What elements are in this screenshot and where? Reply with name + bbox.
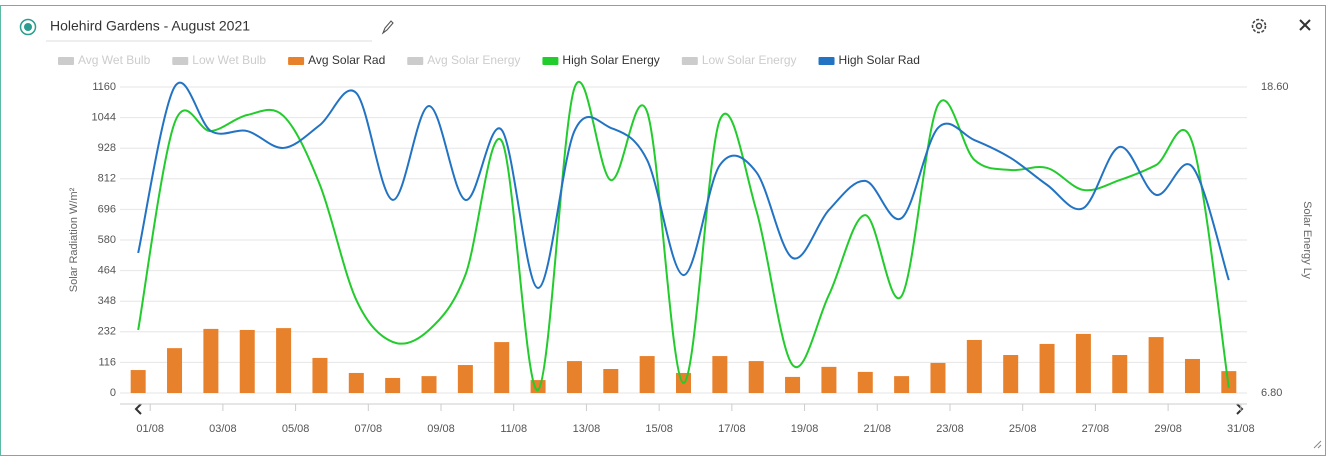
legend-item[interactable]: Avg Wet Bulb <box>78 53 151 67</box>
y-tick-label: 116 <box>98 356 116 368</box>
bar <box>276 328 292 393</box>
bar <box>457 365 473 393</box>
legend-item[interactable]: Avg Solar Rad <box>308 53 385 67</box>
bar <box>494 342 510 393</box>
legend-item[interactable]: Low Wet Bulb <box>192 53 266 67</box>
y-tick-label: 696 <box>98 203 116 215</box>
y-tick-label: 1160 <box>92 81 116 93</box>
bar <box>966 339 982 393</box>
bar <box>1075 333 1091 393</box>
line <box>137 80 1230 391</box>
bar <box>1003 355 1019 393</box>
legend-swatch <box>172 57 189 65</box>
legend-swatch <box>681 57 698 65</box>
bar <box>566 361 582 393</box>
bar <box>748 361 764 393</box>
bar <box>385 377 401 393</box>
x-tick-label: 13/08 <box>573 423 601 435</box>
bar <box>821 366 837 393</box>
x-tick-label: 19/08 <box>791 423 819 435</box>
widget-title[interactable]: Holehird Gardens - August 2021 <box>50 18 250 34</box>
bar <box>1148 337 1164 393</box>
y-tick-label: 232 <box>98 326 116 338</box>
legend-item[interactable]: Low Solar Energy <box>702 53 797 67</box>
bar <box>239 329 255 393</box>
x-tick-label: 01/08 <box>136 423 164 435</box>
bar <box>421 376 437 393</box>
x-tick-label: 07/08 <box>355 423 383 435</box>
bar <box>894 376 910 393</box>
bar <box>603 368 619 393</box>
y-tick-label: 0 <box>110 387 116 399</box>
y-tick-label: 464 <box>98 265 116 277</box>
bar <box>130 370 146 393</box>
y2-axis-title: Solar Energy Ly <box>1301 201 1313 279</box>
bar <box>1184 358 1200 393</box>
legend-swatch <box>542 57 559 65</box>
y2-tick-label: 18.60 <box>1261 81 1289 93</box>
close-icon[interactable] <box>1299 19 1311 31</box>
x-tick-label: 21/08 <box>864 423 892 435</box>
scroll-left[interactable] <box>134 403 142 415</box>
y-axis-title: Solar Radiation W/m² <box>68 187 80 292</box>
legend-swatch <box>58 57 74 65</box>
legend-item[interactable]: Avg Solar Energy <box>427 53 520 67</box>
x-tick-label: 17/08 <box>718 423 746 435</box>
legend-swatch <box>288 57 305 65</box>
y-tick-label: 812 <box>98 173 116 185</box>
bar <box>785 376 801 393</box>
x-tick-label: 05/08 <box>282 423 310 435</box>
legend-swatch <box>818 57 835 65</box>
x-tick-label: 11/08 <box>500 423 527 435</box>
y-tick-label: 348 <box>98 295 116 307</box>
bar <box>857 371 873 393</box>
edit-icon[interactable] <box>381 20 394 35</box>
legend-swatch <box>407 57 424 65</box>
legend-item[interactable]: High Solar Rad <box>839 53 920 67</box>
x-tick-label: 09/08 <box>427 423 455 435</box>
bar <box>167 348 183 393</box>
bar <box>312 357 328 393</box>
y-tick-label: 580 <box>98 234 116 246</box>
bar <box>930 362 946 393</box>
settings-icon[interactable] <box>1251 18 1267 34</box>
x-tick-label: 03/08 <box>209 423 237 435</box>
y2-tick-label: 6.80 <box>1261 387 1282 399</box>
x-tick-label: 23/08 <box>936 423 964 435</box>
y-tick-label: 1044 <box>92 112 116 124</box>
x-tick-label: 27/08 <box>1082 423 1110 435</box>
line <box>137 82 1230 290</box>
y-tick-label: 928 <box>98 142 116 154</box>
x-tick-label: 15/08 <box>645 423 673 435</box>
x-tick-label: 31/08 <box>1227 423 1255 435</box>
bar <box>1039 343 1055 393</box>
bar <box>203 328 219 393</box>
radio-dot <box>24 23 32 31</box>
bar <box>1112 355 1128 393</box>
scroll-right[interactable] <box>1236 403 1244 415</box>
bar <box>639 356 655 393</box>
legend-item[interactable]: High Solar Energy <box>562 53 659 67</box>
x-tick-label: 29/08 <box>1154 423 1182 435</box>
x-tick-label: 25/08 <box>1009 423 1037 435</box>
bar <box>348 372 364 393</box>
bar <box>712 356 728 393</box>
resize-handle[interactable] <box>1313 440 1322 449</box>
radio-icon[interactable] <box>19 18 37 36</box>
